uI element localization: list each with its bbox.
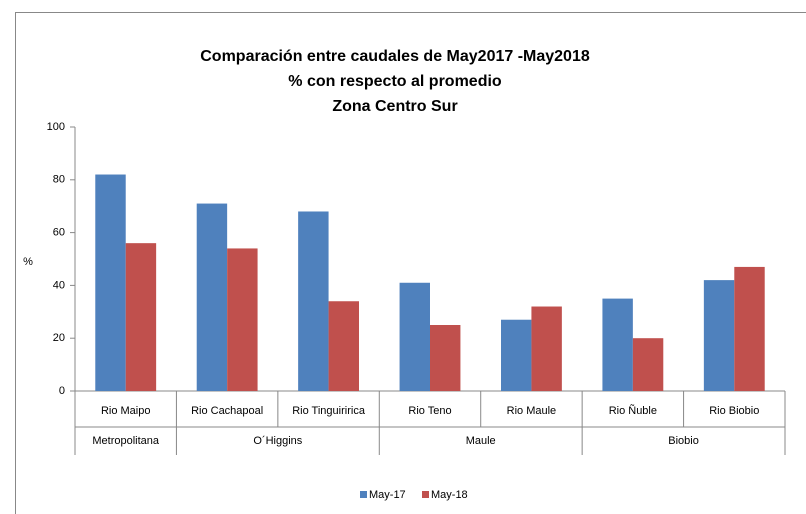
- x-tick-label: Rio Maipo: [101, 405, 151, 417]
- legend-label: May-18: [431, 489, 468, 501]
- y-tick-label: 40: [53, 279, 65, 291]
- legend-label: May-17: [369, 489, 406, 501]
- bar: [328, 301, 359, 391]
- bar: [430, 325, 461, 391]
- x-tick-label: Rio Cachapoal: [191, 405, 263, 417]
- x-tick-label: Rio Biobio: [709, 405, 759, 417]
- bar: [632, 338, 664, 391]
- group-label: O´Higgins: [253, 435, 302, 447]
- bar: [196, 203, 228, 391]
- y-axis-label: %: [23, 256, 33, 268]
- x-tick-label: Rio Teno: [408, 405, 451, 417]
- y-tick-label: 20: [53, 332, 65, 344]
- bar: [298, 211, 329, 391]
- legend-swatch: [422, 491, 429, 498]
- chart-title: Comparación entre caudales de May2017 -M…: [200, 48, 590, 65]
- chart-subtitle: % con respecto al promedio: [288, 73, 502, 90]
- bar: [501, 319, 532, 391]
- bar: [531, 306, 562, 391]
- y-tick-label: 100: [47, 121, 65, 133]
- legend-swatch: [360, 491, 367, 498]
- group-label: Maule: [466, 435, 496, 447]
- y-tick-label: 80: [53, 174, 65, 186]
- bar: [602, 298, 633, 391]
- group-label: Metropolitana: [92, 435, 160, 447]
- x-tick-label: Rio Tinguiririca: [292, 405, 366, 417]
- bar: [399, 282, 430, 391]
- x-tick-label: Rio Maule: [507, 405, 557, 417]
- x-tick-label: Rio Ñuble: [609, 404, 657, 417]
- bar: [95, 174, 126, 391]
- bar: [125, 243, 157, 391]
- y-tick-label: 0: [59, 385, 65, 397]
- bar: [227, 248, 258, 391]
- bar: [734, 266, 765, 391]
- group-label: Biobio: [668, 435, 699, 447]
- y-tick-label: 60: [53, 227, 65, 239]
- chart-subtitle: Zona Centro Sur: [332, 98, 457, 115]
- bar: [703, 280, 735, 391]
